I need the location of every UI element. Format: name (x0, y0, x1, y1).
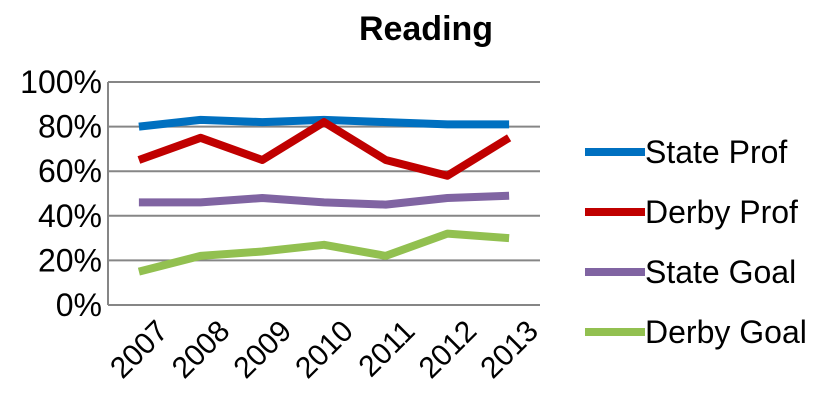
legend-label-state-prof: State Prof (645, 134, 787, 170)
series-line-state-goal (138, 191, 510, 209)
x-tick-label: 2010 (289, 314, 360, 385)
series-line-derby-prof (137, 118, 512, 180)
y-tick-label: 20% (38, 242, 102, 278)
x-tick-label: 2011 (353, 314, 422, 383)
x-tick-label: 2013 (474, 314, 545, 385)
y-tick-label: 80% (38, 109, 102, 145)
y-tick-label: 40% (38, 198, 102, 234)
x-tick-label: 2007 (104, 314, 175, 385)
legend-label-state-goal: State Goal (645, 254, 796, 290)
y-tick-label: 60% (38, 153, 102, 189)
series-lines (137, 115, 512, 276)
legend-label-derby-prof: Derby Prof (645, 194, 798, 230)
y-tick-label: 100% (20, 64, 102, 100)
legend-label-derby-goal: Derby Goal (645, 314, 807, 350)
x-tick-label: 2009 (228, 314, 299, 385)
legend: State Prof Derby Prof State Goal Derby Goal (585, 134, 807, 350)
y-tick-label: 0% (56, 287, 102, 323)
x-tick-label: 2012 (413, 314, 484, 385)
x-tick-label: 2008 (166, 314, 237, 385)
chart-title: Reading (359, 10, 493, 48)
y-axis-ticks: 0% 20% 40% 60% 80% 100% (20, 64, 102, 323)
series-line-derby-goal (137, 229, 510, 276)
